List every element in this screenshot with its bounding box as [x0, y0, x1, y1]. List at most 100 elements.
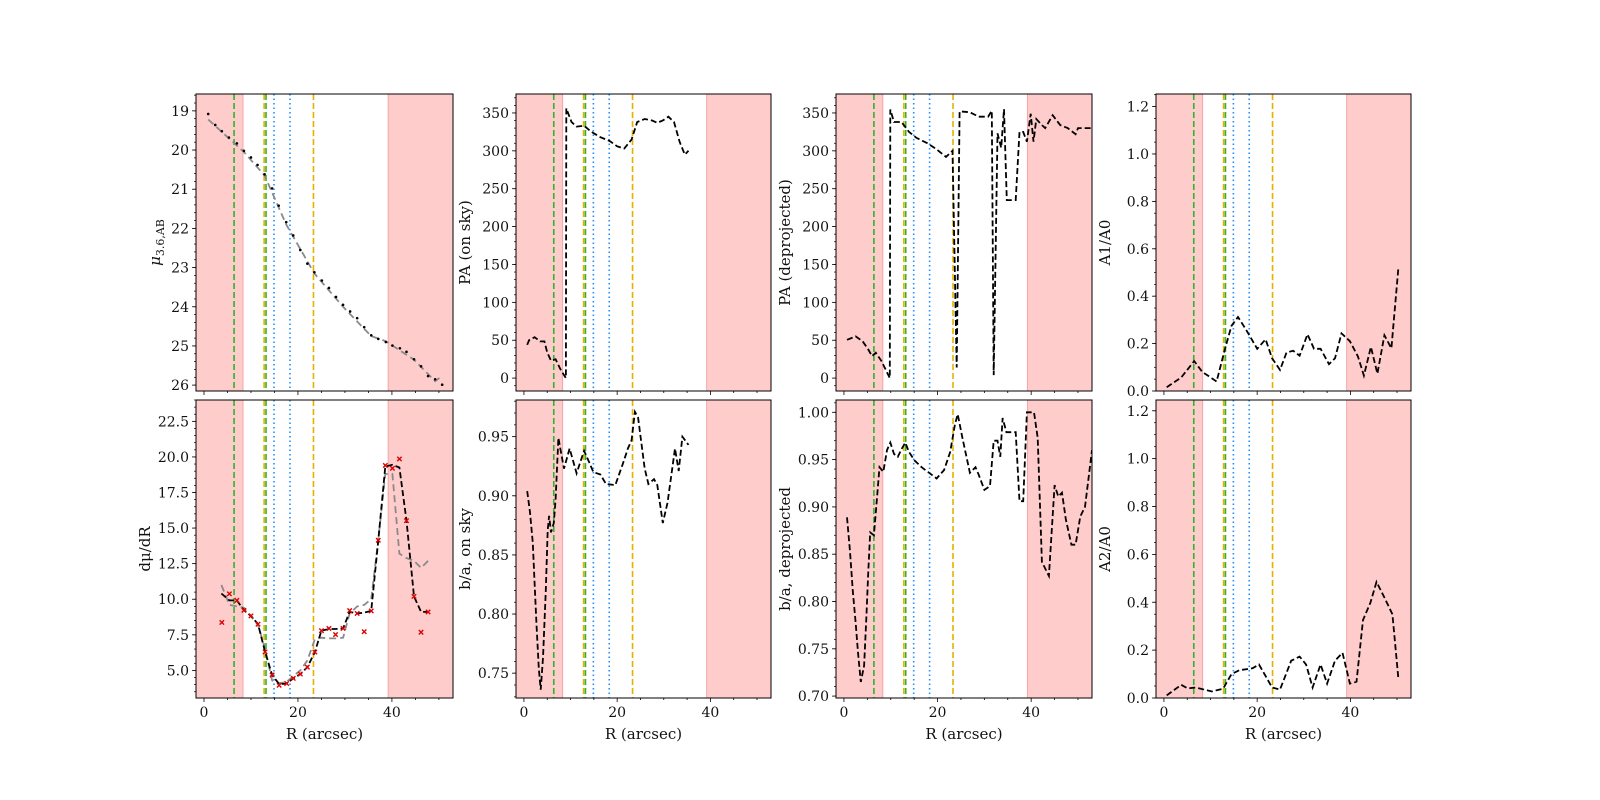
y-axis-label: b/a, on sky: [456, 508, 474, 590]
data-point: [355, 316, 359, 320]
plot-area: [196, 94, 453, 391]
data-point: [263, 173, 266, 176]
data-point-x: [219, 619, 225, 626]
data-point-x: [326, 625, 332, 632]
y-tick-label: 0.95: [798, 453, 829, 469]
y-tick-label: 0.0: [1127, 691, 1149, 707]
subplot-4: 0.0 0.2 0.4 0.6 0.8 1.0 1.2 A1/A0: [1096, 93, 1412, 400]
y-axis-label: dμ/dR: [136, 526, 154, 572]
series-line-pa_deproj: [846, 107, 1092, 379]
y-tick-label: 0.95: [478, 430, 509, 446]
y-tick-label: 200: [482, 220, 509, 236]
y-tick-label: 0.2: [1127, 643, 1149, 659]
shaded-region: [516, 400, 564, 698]
y-tick-label: 0.6: [1127, 547, 1149, 563]
y-axis-label: A1/A0: [1096, 220, 1114, 267]
data-point-x: [276, 682, 282, 689]
shaded-region: [706, 400, 771, 698]
data-point: [249, 156, 253, 159]
plot-area: [516, 94, 771, 391]
data-point-x: [375, 537, 381, 544]
plot-area: [516, 400, 771, 698]
data-point-x: [283, 680, 290, 687]
shaded-region: [196, 400, 244, 698]
axes-frame: [515, 399, 772, 699]
data-point: [227, 136, 231, 139]
shaded-region: [1156, 94, 1204, 391]
x-axis-label: R (arcsec): [286, 725, 363, 743]
data-point-x: [411, 593, 417, 600]
y-tick-label: 0.85: [478, 548, 509, 564]
y-tick-label: 0.4: [1127, 595, 1149, 611]
y-tick-label: 10.0: [158, 592, 189, 608]
series-line-ba_deproj: [846, 411, 1092, 683]
data-point: [405, 350, 408, 354]
data-point: [376, 337, 380, 341]
data-point-x: [418, 629, 424, 635]
axes-frame: [835, 93, 1093, 392]
shaded-region: [1026, 94, 1092, 391]
y-label-main: μ: [146, 256, 164, 266]
y-tick-label: 0.90: [798, 500, 829, 516]
shaded-region: [196, 94, 244, 391]
x-tick-label: 20: [608, 705, 626, 721]
y-tick-label: 0.70: [798, 689, 829, 705]
data-point: [242, 149, 246, 153]
plot-area: [836, 94, 1092, 391]
y-tick-label: 5.0: [167, 663, 189, 679]
shaded-region: [836, 94, 884, 391]
y-tick-label: 0: [500, 371, 509, 387]
data-point-x: [403, 517, 410, 524]
y-tick-label: 0.4: [1127, 289, 1149, 305]
y-tick-label: 200: [802, 220, 829, 236]
data-point-x: [304, 664, 311, 670]
y-tick-label: 0.8: [1127, 500, 1149, 516]
shaded-region: [1156, 400, 1204, 698]
data-point: [327, 286, 331, 290]
x-tick-label: 40: [383, 705, 401, 721]
data-point: [398, 346, 402, 350]
data-point-x: [332, 631, 339, 638]
x-tick-label: 20: [929, 705, 947, 721]
y-tick-label: 350: [482, 106, 509, 122]
y-axis-label: b/a, deprojected: [776, 487, 794, 611]
data-point: [320, 279, 324, 282]
data-point: [433, 377, 437, 381]
x-axis-label: R (arcsec): [605, 725, 682, 743]
x-tick-label: 0: [200, 705, 209, 721]
axes-frame: [1155, 93, 1412, 392]
y-tick-label: 1.00: [798, 405, 829, 421]
y-tick-label: 0.2: [1127, 337, 1149, 353]
y-tick-label: 1.2: [1127, 404, 1149, 420]
shaded-region: [836, 400, 884, 698]
y-tick-label: 0.80: [478, 607, 509, 623]
data-point: [206, 112, 210, 116]
data-point: [291, 234, 295, 237]
shaded-region: [516, 94, 564, 391]
y-tick-label: 50: [491, 333, 509, 349]
y-tick-label: 0.80: [798, 595, 829, 611]
shaded-region: [706, 94, 771, 391]
data-point-x: [226, 591, 233, 597]
data-point: [313, 270, 316, 274]
axes-frame: [195, 93, 454, 392]
data-point-x: [262, 649, 268, 655]
data-point-x: [354, 610, 360, 617]
axes-frame: [1155, 399, 1412, 699]
y-axis-label: PA (deprojected): [776, 179, 794, 306]
data-point-x: [389, 465, 396, 472]
plot-area: [1156, 94, 1411, 391]
y-tick-label: 250: [482, 182, 509, 198]
y-tick-label: 0.6: [1127, 242, 1149, 258]
data-point-x: [318, 627, 325, 634]
data-point: [334, 295, 338, 299]
data-point: [270, 187, 274, 190]
plot-area: [836, 400, 1092, 698]
y-tick-label: 15.0: [158, 521, 189, 537]
y-tick-label: 300: [802, 144, 829, 160]
x-tick-label: 40: [1022, 705, 1040, 721]
data-point-x: [234, 597, 240, 604]
y-tick-label: 300: [482, 144, 509, 160]
data-point: [213, 123, 217, 127]
